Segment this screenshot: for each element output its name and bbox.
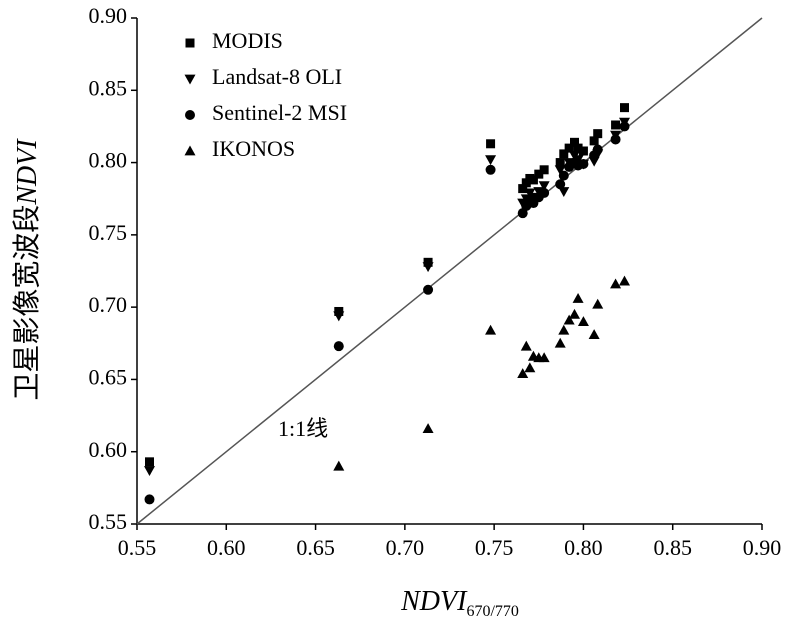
x-label-sub: 670/770 <box>466 603 518 620</box>
point <box>611 120 621 130</box>
x-tick-label: 0.55 <box>118 535 157 560</box>
point <box>144 494 155 505</box>
point <box>572 292 584 303</box>
point <box>518 184 528 194</box>
point <box>517 368 529 379</box>
point <box>485 155 497 166</box>
y-label-main: 卫星影像宽波段 <box>11 205 43 401</box>
point <box>558 187 570 197</box>
point <box>520 340 532 351</box>
point <box>578 146 588 156</box>
point <box>573 143 583 153</box>
y-tick-label: 0.70 <box>89 292 128 317</box>
legend-marker <box>185 38 195 48</box>
legend-label: Sentinel-2 MSI <box>212 100 347 125</box>
point <box>333 311 345 322</box>
legend-label: IKONOS <box>212 136 295 161</box>
point <box>539 187 550 198</box>
x-label-main: NDVI <box>400 586 468 617</box>
point <box>485 324 497 335</box>
point <box>578 159 589 170</box>
y-axis-label: 卫星影像宽波段NDVI <box>11 138 43 401</box>
point <box>588 329 600 340</box>
annotation: 1:1线 <box>278 416 328 441</box>
point <box>554 165 566 176</box>
point <box>538 352 550 363</box>
point <box>555 158 565 168</box>
point <box>333 460 345 471</box>
point <box>333 341 344 352</box>
point <box>619 275 630 286</box>
y-tick-label: 0.80 <box>89 148 128 173</box>
x-tick-label: 0.70 <box>386 535 425 560</box>
y-tick-label: 0.75 <box>89 220 128 245</box>
y-tick-label: 0.60 <box>89 437 128 462</box>
legend-marker <box>184 145 196 156</box>
point <box>554 337 566 348</box>
point <box>528 175 538 185</box>
point <box>563 314 575 325</box>
point <box>610 134 621 145</box>
point <box>534 169 544 179</box>
point <box>558 170 569 181</box>
x-tick-label: 0.80 <box>564 535 603 560</box>
x-axis-label: NDVI670/770 <box>400 586 519 619</box>
point <box>422 262 434 273</box>
y-label-italic: NDVI <box>12 138 43 206</box>
x-tick-label: 0.90 <box>743 535 782 560</box>
legend-label: Landsat-8 OLI <box>212 64 342 89</box>
point <box>524 362 536 373</box>
x-tick-label: 0.65 <box>296 535 335 560</box>
point <box>538 181 550 192</box>
legend-marker <box>185 110 195 120</box>
identity-line <box>136 17 763 525</box>
x-tick-label: 0.85 <box>653 535 692 560</box>
point <box>577 316 589 326</box>
point <box>592 298 604 309</box>
point <box>593 129 603 139</box>
point <box>619 121 630 132</box>
point <box>620 103 629 113</box>
y-tick-label: 0.55 <box>89 509 128 534</box>
point <box>485 164 496 175</box>
y-tick-label: 0.90 <box>89 3 128 28</box>
y-tick-label: 0.85 <box>89 75 128 100</box>
point <box>559 149 569 159</box>
point <box>610 278 622 289</box>
point <box>570 137 579 147</box>
point <box>422 423 434 433</box>
legend-marker <box>184 74 196 85</box>
point <box>569 308 580 319</box>
point <box>592 144 603 155</box>
legend-label: MODIS <box>212 28 283 53</box>
point <box>423 284 434 295</box>
point <box>144 466 155 477</box>
point <box>145 457 154 467</box>
point <box>589 136 599 146</box>
point <box>564 143 574 153</box>
point <box>539 165 549 175</box>
x-tick-label: 0.60 <box>207 535 246 560</box>
point <box>558 324 570 335</box>
point <box>486 139 496 149</box>
point <box>555 179 566 190</box>
x-tick-label: 0.75 <box>475 535 514 560</box>
y-tick-label: 0.65 <box>89 364 128 389</box>
